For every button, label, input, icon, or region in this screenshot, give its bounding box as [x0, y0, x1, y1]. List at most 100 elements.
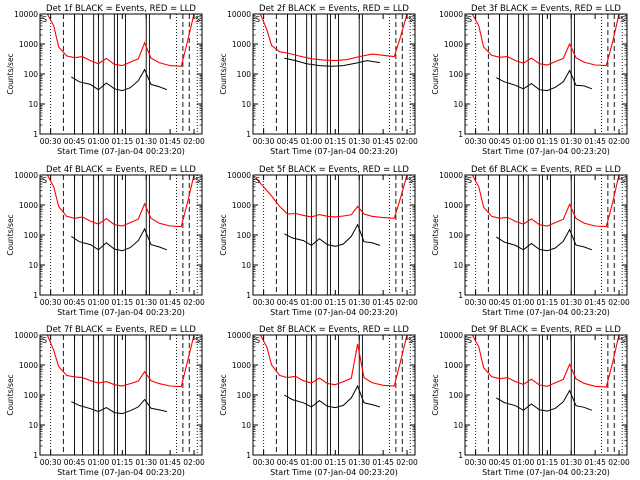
- y-tick-label: 1: [246, 291, 251, 300]
- y-tick-label: 10: [241, 261, 251, 270]
- y-tick-label: 10: [241, 421, 251, 430]
- y-tick-label: 10: [453, 100, 463, 109]
- y-tick-label: 10: [28, 421, 38, 430]
- x-tick-label: 01:00: [513, 458, 535, 467]
- x-tick-label: 01:00: [88, 137, 110, 146]
- lld-series-line: [46, 14, 195, 67]
- x-tick-label: 00:45: [64, 458, 86, 467]
- x-tick-label: 00:45: [277, 298, 299, 307]
- y-tick-label: 1: [246, 130, 251, 139]
- corner-label-left: S: [467, 15, 472, 24]
- corner-label-right: S: [195, 15, 200, 24]
- panel-title: Det 4f BLACK = Events, RED = LLD: [46, 165, 196, 175]
- x-tick-label: 01:30: [135, 137, 157, 146]
- y-axis-label: Counts/sec: [431, 374, 440, 415]
- x-tick-label: 00:30: [253, 298, 275, 307]
- events-series-line: [71, 227, 168, 252]
- x-tick-label: 00:30: [40, 458, 62, 467]
- y-axis-label: Counts/sec: [219, 214, 228, 255]
- x-axis-label: Start Time (07-Jan-04 00:23:20): [270, 308, 398, 317]
- x-tick-label: 01:45: [159, 458, 181, 467]
- x-tick-label: 00:45: [277, 458, 299, 467]
- x-tick-label: 01:45: [372, 137, 394, 146]
- panel-title: Det 2f BLACK = Events, RED = LLD: [259, 4, 409, 14]
- corner-label-left: S: [255, 176, 260, 185]
- y-tick-label: 1: [458, 130, 463, 139]
- panel-title: Det 3f BLACK = Events, RED = LLD: [471, 4, 621, 14]
- x-tick-label: 01:45: [372, 298, 394, 307]
- lld-series-line: [471, 14, 620, 67]
- plot-frame: [252, 13, 416, 135]
- y-tick-label: 1000: [19, 40, 38, 49]
- x-tick-label: 00:45: [489, 458, 511, 467]
- y-axis-label: Counts/sec: [431, 53, 440, 94]
- x-tick-label: 00:45: [64, 137, 86, 146]
- x-tick-label: 01:30: [560, 137, 582, 146]
- y-axis-label: Counts/sec: [6, 374, 15, 415]
- curves: [259, 14, 408, 67]
- plot-frame: [39, 334, 203, 456]
- lld-series-line: [46, 335, 195, 388]
- y-tick-label: 1000: [232, 361, 251, 370]
- corner-label-left: S: [42, 336, 47, 345]
- x-tick-label: 01:00: [301, 137, 323, 146]
- plot-frame: [464, 13, 628, 135]
- y-axis-label: Counts/sec: [431, 214, 440, 255]
- x-tick-label: 01:45: [372, 458, 394, 467]
- lld-series-line: [471, 175, 620, 228]
- x-axis-label: Start Time (07-Jan-04 00:23:20): [270, 468, 398, 477]
- curves: [46, 14, 195, 92]
- x-tick-label: 00:30: [253, 458, 275, 467]
- panel-title: Det 6f BLACK = Events, RED = LLD: [471, 165, 621, 175]
- events-series-line: [496, 228, 593, 252]
- y-tick-label: 10000: [439, 331, 463, 340]
- corner-label-left: S: [42, 15, 47, 24]
- x-tick-label: 01:15: [537, 298, 559, 307]
- y-tick-label: 100: [237, 70, 252, 79]
- x-tick-label: 01:00: [301, 458, 323, 467]
- x-tick-label: 01:30: [135, 298, 157, 307]
- x-tick-label: 01:15: [112, 137, 134, 146]
- x-axis-label: Start Time (07-Jan-04 00:23:20): [57, 147, 185, 156]
- x-tick-label: 01:30: [560, 298, 582, 307]
- x-tick-label: 01:30: [348, 298, 370, 307]
- y-axis-label: Counts/sec: [219, 374, 228, 415]
- x-tick-label: 00:45: [64, 298, 86, 307]
- x-tick-label: 00:30: [253, 137, 275, 146]
- x-tick-label: 01:30: [560, 458, 582, 467]
- x-tick-label: 01:15: [325, 298, 347, 307]
- y-tick-label: 10000: [439, 10, 463, 19]
- x-tick-label: 00:30: [40, 137, 62, 146]
- curves: [471, 335, 620, 412]
- x-tick-label: 01:00: [301, 298, 323, 307]
- x-tick-label: 02:00: [183, 137, 205, 146]
- x-tick-label: 02:00: [183, 458, 205, 467]
- lld-series-line: [259, 14, 408, 62]
- corner-label-right: S: [620, 176, 625, 185]
- x-tick-label: 01:15: [325, 137, 347, 146]
- y-tick-label: 1: [458, 451, 463, 460]
- corner-label-left: S: [467, 176, 472, 185]
- corner-label-right: S: [620, 15, 625, 24]
- panel-title: Det 7f BLACK = Events, RED = LLD: [46, 325, 196, 335]
- y-tick-label: 10: [28, 261, 38, 270]
- corner-label-right: S: [195, 176, 200, 185]
- y-tick-label: 1000: [444, 201, 463, 210]
- curves: [46, 335, 195, 415]
- lld-series-line: [471, 335, 620, 388]
- x-tick-label: 00:30: [465, 298, 487, 307]
- x-tick-label: 01:30: [348, 137, 370, 146]
- events-series-line: [496, 389, 593, 412]
- y-tick-label: 100: [24, 231, 39, 240]
- x-tick-label: 00:30: [40, 298, 62, 307]
- lld-series-line: [46, 175, 195, 228]
- x-tick-label: 01:45: [159, 137, 181, 146]
- plot-frame: [39, 13, 203, 135]
- y-tick-label: 10000: [227, 10, 251, 19]
- y-tick-label: 10: [453, 261, 463, 270]
- corner-label-right: S: [408, 15, 413, 24]
